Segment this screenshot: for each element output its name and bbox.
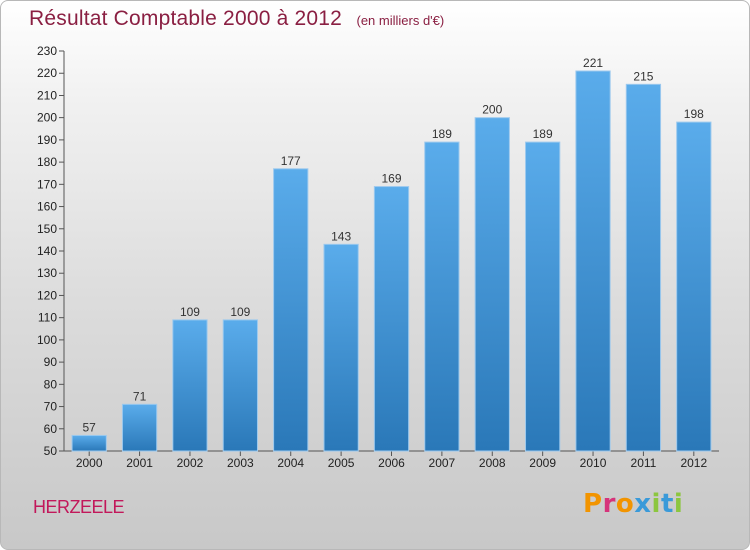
x-tick-label: 2002 bbox=[177, 456, 204, 470]
data-label: 200 bbox=[482, 103, 502, 117]
data-label: 109 bbox=[180, 305, 200, 319]
y-tick-label: 160 bbox=[37, 200, 57, 214]
x-tick-label: 2003 bbox=[227, 456, 254, 470]
y-tick-label: 170 bbox=[37, 177, 57, 191]
y-tick-label: 230 bbox=[37, 44, 57, 58]
data-label: 71 bbox=[133, 389, 147, 403]
y-tick-label: 70 bbox=[44, 400, 58, 414]
bar-2005 bbox=[323, 243, 359, 452]
bar-2010 bbox=[575, 70, 611, 452]
data-label: 169 bbox=[381, 172, 401, 186]
data-label: 198 bbox=[684, 107, 704, 121]
bar-2002 bbox=[172, 319, 208, 452]
x-tick-label: 2005 bbox=[328, 456, 355, 470]
y-tick-label: 50 bbox=[44, 444, 58, 458]
logo-letter: t bbox=[660, 489, 674, 519]
chart-subtitle: (en milliers d'€) bbox=[356, 13, 445, 28]
bar-2000 bbox=[71, 434, 107, 452]
logo-letter: i bbox=[673, 489, 684, 519]
y-tick-label: 210 bbox=[37, 88, 57, 102]
x-tick-label: 2006 bbox=[378, 456, 405, 470]
bar-2008 bbox=[474, 117, 510, 452]
data-label: 221 bbox=[583, 56, 603, 70]
x-tick-label: 2000 bbox=[76, 456, 103, 470]
y-tick-label: 150 bbox=[37, 222, 57, 236]
x-tick-label: 2008 bbox=[479, 456, 506, 470]
y-tick-label: 140 bbox=[37, 244, 57, 258]
data-label: 109 bbox=[230, 305, 250, 319]
y-tick-label: 130 bbox=[37, 266, 57, 280]
x-tick-label: 2011 bbox=[631, 456, 657, 470]
data-label: 177 bbox=[281, 154, 301, 168]
bar-2003 bbox=[222, 319, 258, 452]
y-tick-label: 200 bbox=[37, 111, 57, 125]
chart-title: Résultat Comptable 2000 à 2012 bbox=[29, 7, 343, 30]
y-tick-label: 60 bbox=[44, 422, 58, 436]
bar-2012 bbox=[676, 121, 712, 452]
bar-2006 bbox=[373, 186, 410, 452]
y-tick-label: 190 bbox=[37, 133, 57, 147]
data-label: 143 bbox=[331, 229, 351, 243]
bar-2009 bbox=[525, 141, 561, 452]
proxiti-logo: Proxiti bbox=[583, 489, 683, 519]
x-tick-label: 2001 bbox=[126, 456, 153, 470]
labels: 2000 57 2001 71 2002 109 2003 109 2004 177 2005 143… bbox=[76, 56, 708, 470]
logo-letter: x bbox=[634, 489, 652, 519]
y-tick-label: 180 bbox=[37, 155, 57, 169]
x-tick-label: 2012 bbox=[680, 456, 707, 470]
x-tick-label: 2009 bbox=[529, 456, 556, 470]
y-tick-label: 90 bbox=[44, 355, 58, 369]
logo-letter: i bbox=[651, 489, 661, 519]
data-label: 57 bbox=[83, 420, 97, 434]
bar-2011 bbox=[625, 83, 662, 452]
town-name: HERZEELE bbox=[33, 497, 125, 517]
logo-letter: P bbox=[583, 489, 603, 519]
bar-2004 bbox=[273, 168, 309, 452]
y-tick-label: 120 bbox=[37, 288, 57, 302]
x-tick-label: 2010 bbox=[580, 456, 607, 470]
x-tick-label: 2004 bbox=[277, 456, 304, 470]
title-row: Résultat Comptable 2000 à 2012 (en milli… bbox=[29, 7, 444, 31]
logo-letter: r bbox=[602, 489, 616, 519]
data-label: 189 bbox=[533, 127, 553, 141]
logo-letter: o bbox=[615, 489, 635, 519]
bar-2007 bbox=[424, 141, 460, 452]
y-tick-label: 80 bbox=[44, 377, 58, 391]
y-tick-label: 110 bbox=[38, 311, 57, 325]
y-tick-label: 220 bbox=[37, 66, 57, 80]
bars bbox=[71, 70, 712, 452]
data-label: 215 bbox=[633, 69, 653, 83]
bar-2001 bbox=[121, 403, 158, 452]
x-tick-label: 2007 bbox=[429, 456, 456, 470]
y-tick-label: 100 bbox=[37, 333, 57, 347]
data-label: 189 bbox=[432, 127, 452, 141]
